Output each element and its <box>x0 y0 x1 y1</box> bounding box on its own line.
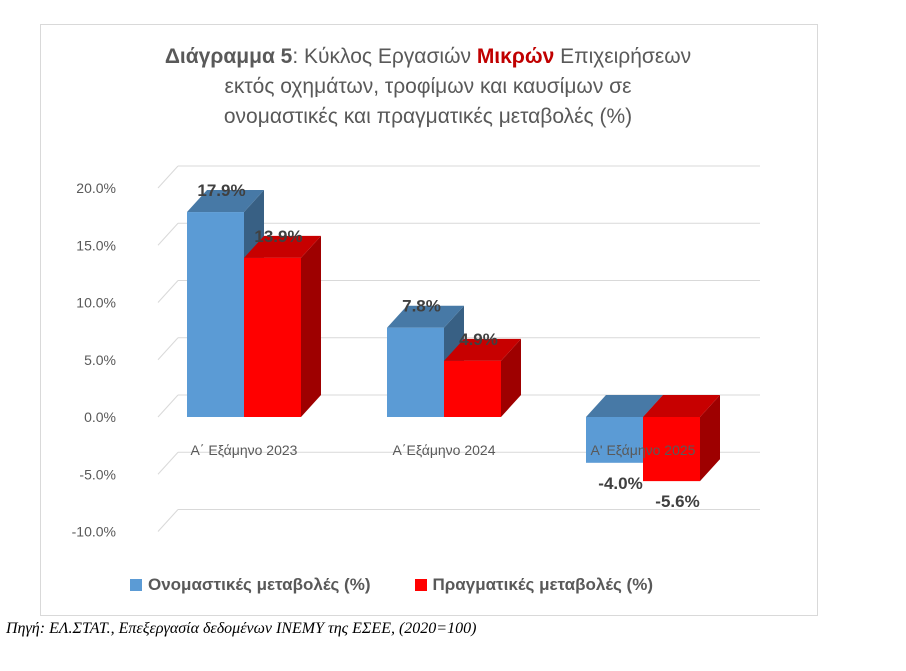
title-highlight: Μικρών <box>476 45 555 68</box>
bar <box>444 360 501 417</box>
gridline-diagonal <box>157 222 179 246</box>
legend-label-nominal: Ονομαστικές μεταβολές (%) <box>148 575 371 594</box>
legend-label-real: Πραγματικές μεταβολές (%) <box>432 575 654 594</box>
chart-legend: Ονομαστικές μεταβολές (%) Πραγματικές με… <box>130 575 653 595</box>
y-tick-label: 0.0% <box>84 409 116 425</box>
bar-top <box>444 338 521 361</box>
bar <box>643 417 700 482</box>
title-part2: Επιχειρήσεων <box>554 45 692 68</box>
bar-top <box>187 190 264 213</box>
bar-top <box>643 395 720 417</box>
gridline-diagonal <box>157 337 179 361</box>
y-tick-label: -10.0% <box>72 524 116 540</box>
data-label: 7.8% <box>402 297 441 316</box>
bar <box>244 257 301 417</box>
legend-item-real: Πραγματικές μεταβολές (%) <box>414 575 654 595</box>
category-label: Α΄ Εξάμηνο 2023 <box>191 442 298 458</box>
legend-swatch-nominal <box>130 579 142 591</box>
y-tick-label: 15.0% <box>76 237 116 253</box>
gridline-diagonal <box>157 394 179 418</box>
y-tick-label: 10.0% <box>76 295 116 311</box>
gridline-diagonal <box>157 451 179 475</box>
data-label: -5.6% <box>655 492 699 511</box>
bar <box>387 327 444 417</box>
bar-top <box>586 395 663 417</box>
bar-top <box>244 235 321 258</box>
y-tick-label: 20.0% <box>76 180 116 196</box>
title-bold: Διάγραμμα 5 <box>164 45 293 68</box>
title-line2: εκτός οχημάτων, τροφίμων και καυσίμων σε <box>224 75 632 98</box>
title-part1: : Κύκλος Εργασιών <box>292 45 477 68</box>
data-label: 13.9% <box>254 227 302 246</box>
bar-side <box>301 235 321 417</box>
data-label: 17.9% <box>197 181 245 200</box>
chart-title: Διάγραμμα 5: Κύκλος Εργασιών Μικρών Επιχ… <box>40 42 816 132</box>
gridline-diagonal <box>157 165 179 189</box>
source-note: Πηγή: ΕΛ.ΣΤΑΤ., Επεξεργασία δεδομένων ΙΝ… <box>6 620 477 637</box>
category-label: Α' Εξάμηνο 2025 <box>591 442 696 458</box>
bar <box>187 212 244 417</box>
bar-top <box>387 305 464 328</box>
legend-item-nominal: Ονομαστικές μεταβολές (%) <box>130 575 371 595</box>
bar <box>586 417 643 463</box>
category-label: Α΄Εξάμηνο 2024 <box>393 442 496 458</box>
y-tick-label: -5.0% <box>79 466 116 482</box>
data-label: 4.9% <box>459 330 498 349</box>
legend-swatch-real <box>414 579 427 591</box>
data-label: -4.0% <box>598 474 642 493</box>
y-tick-label: 5.0% <box>84 352 116 368</box>
gridline-diagonal <box>157 280 179 303</box>
title-line3: ονομαστικές και πραγματικές μεταβολές (%… <box>223 105 633 128</box>
gridline-diagonal <box>157 509 179 532</box>
bar-side <box>501 338 521 417</box>
bar-side <box>700 395 720 482</box>
